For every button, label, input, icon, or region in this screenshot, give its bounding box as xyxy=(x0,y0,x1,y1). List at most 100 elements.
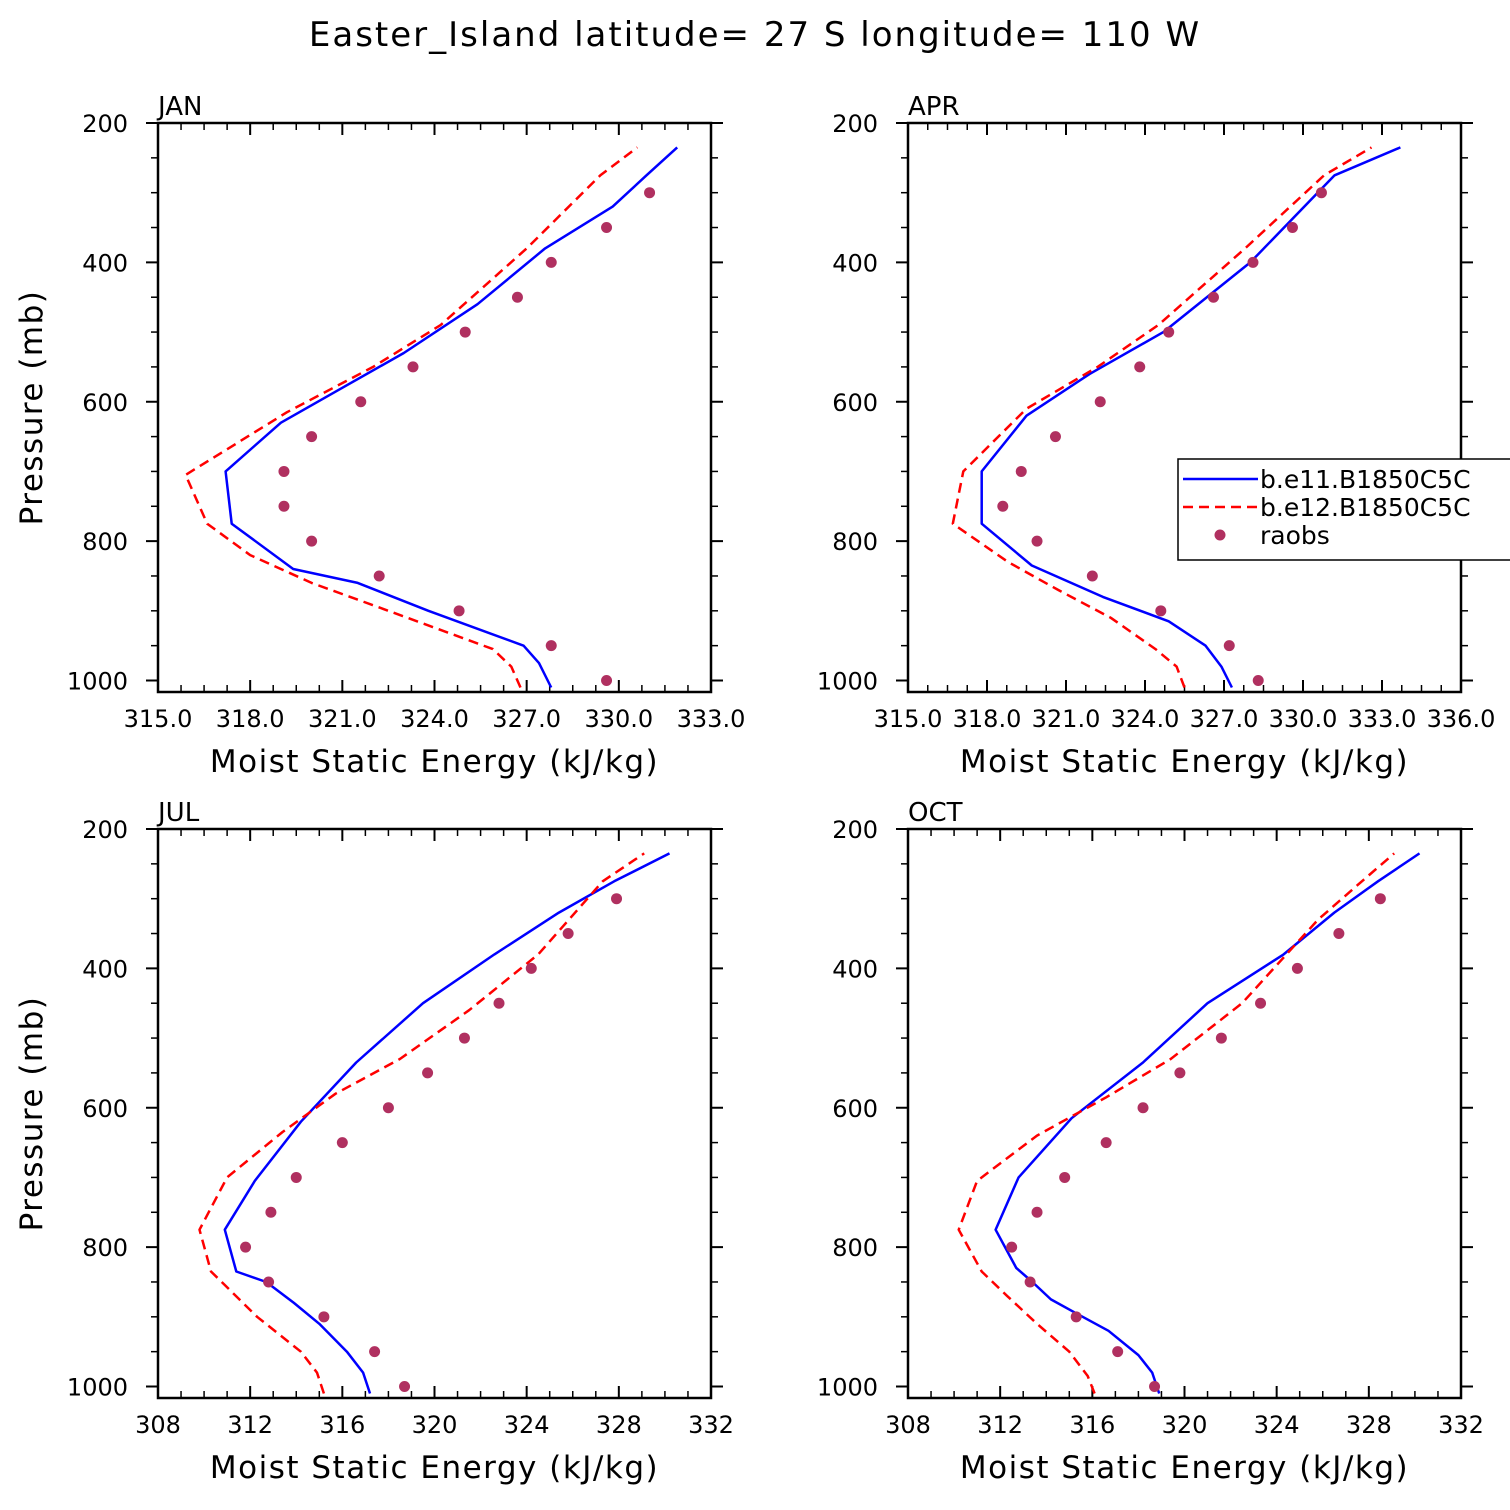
raobs-point xyxy=(1086,570,1098,582)
y-tick-label: 1000 xyxy=(67,668,128,696)
x-tick-label: 330.0 xyxy=(1269,705,1338,733)
x-tick-label: 316 xyxy=(1069,1411,1115,1439)
raobs-point xyxy=(1112,1346,1124,1358)
series-line-b-e11-b1850c5cn xyxy=(224,146,679,689)
y-tick-label: 600 xyxy=(832,389,878,417)
raobs-point xyxy=(336,1137,348,1149)
x-tick-label: 315.0 xyxy=(874,705,943,733)
raobs-point xyxy=(1049,431,1061,443)
plot-area xyxy=(198,852,671,1394)
x-tick-label: 327.0 xyxy=(1190,705,1259,733)
raobs-point xyxy=(1155,605,1167,617)
legend-marker xyxy=(1214,529,1226,541)
y-tick-label: 1000 xyxy=(817,668,878,696)
raobs-point xyxy=(1315,187,1327,199)
panel-title: JUL xyxy=(156,798,200,828)
chart-panel-jul: JUL 308 312 316 320 324 328 332 200 400 600 800 1000… xyxy=(14,798,734,1486)
legend-label: raobs xyxy=(1260,521,1330,550)
raobs-point xyxy=(399,1381,411,1393)
legend-label: b.e11.B1850C5C xyxy=(1260,465,1471,494)
y-tick-label: 800 xyxy=(82,528,128,556)
x-tick-label: 320 xyxy=(412,1411,458,1439)
raobs-point xyxy=(407,361,419,373)
x-tick-label: 321.0 xyxy=(1032,705,1101,733)
raobs-point xyxy=(1174,1067,1186,1079)
raobs-point xyxy=(1163,326,1175,338)
raobs-point xyxy=(1291,962,1303,974)
x-tick-label: 324 xyxy=(1254,1411,1300,1439)
y-tick-label: 400 xyxy=(832,955,878,983)
raobs-point xyxy=(1006,1241,1018,1253)
x-axis-title: Moist Static Energy (kJ/kg) xyxy=(210,744,659,780)
x-tick-label: 321.0 xyxy=(308,705,377,733)
y-tick-label: 800 xyxy=(832,528,878,556)
x-tick-label: 318.0 xyxy=(953,705,1022,733)
y-tick-label: 600 xyxy=(82,389,128,417)
y-tick-label: 400 xyxy=(82,249,128,277)
raobs-point xyxy=(278,465,290,477)
y-tick-label: 200 xyxy=(82,816,128,844)
y-tick-label: 200 xyxy=(832,110,878,138)
x-tick-label: 332 xyxy=(688,1411,734,1439)
x-tick-label: 312 xyxy=(977,1411,1023,1439)
raobs-point xyxy=(1094,396,1106,408)
raobs-point xyxy=(1333,928,1345,940)
raobs-point xyxy=(355,396,367,408)
raobs-point xyxy=(1015,465,1027,477)
panel-title: APR xyxy=(908,92,960,122)
raobs-point xyxy=(1070,1311,1082,1323)
panel-title: OCT xyxy=(908,798,963,828)
x-tick-label: 330.0 xyxy=(584,705,653,733)
series-line-b-e12-b1850c5cn xyxy=(184,146,639,689)
raobs-point xyxy=(525,962,537,974)
plot-area xyxy=(184,146,679,689)
raobs-point xyxy=(422,1067,434,1079)
raobs-point xyxy=(1252,675,1264,687)
raobs-point xyxy=(1255,997,1267,1009)
x-tick-label: 333.0 xyxy=(677,705,746,733)
y-tick-label: 800 xyxy=(832,1234,878,1262)
x-tick-label: 327.0 xyxy=(492,705,561,733)
raobs-point xyxy=(306,535,318,547)
raobs-point xyxy=(240,1241,252,1253)
raobs-point xyxy=(511,291,523,303)
series-line-b-e12-b1850c5cn xyxy=(957,852,1396,1394)
raobs-point xyxy=(459,326,471,338)
x-tick-label: 328 xyxy=(596,1411,642,1439)
raobs-point xyxy=(290,1171,302,1183)
raobs-point xyxy=(644,187,656,199)
raobs-point xyxy=(263,1276,275,1288)
raobs-point xyxy=(458,1032,470,1044)
raobs-point xyxy=(611,893,623,905)
x-tick-label: 315.0 xyxy=(124,705,193,733)
y-tick-label: 600 xyxy=(832,1095,878,1123)
x-tick-label: 324.0 xyxy=(400,705,469,733)
raobs-point xyxy=(373,570,385,582)
x-tick-label: 308 xyxy=(885,1411,931,1439)
y-tick-label: 400 xyxy=(832,249,878,277)
legend-box xyxy=(1177,458,1510,561)
chart-panel-jan: JAN 315.0 318.0 321.0 324.0 327.0 330.0 333.0 20… xyxy=(14,92,745,780)
raobs-point xyxy=(278,500,290,512)
x-tick-label: 316 xyxy=(319,1411,365,1439)
raobs-point xyxy=(1031,1206,1043,1218)
x-axis-title: Moist Static Energy (kJ/kg) xyxy=(960,744,1409,780)
x-axis-title: Moist Static Energy (kJ/kg) xyxy=(210,1450,659,1486)
raobs-point xyxy=(306,431,318,443)
raobs-point xyxy=(369,1346,381,1358)
x-tick-label: 320 xyxy=(1162,1411,1208,1439)
y-tick-label: 200 xyxy=(832,816,878,844)
y-tick-label: 1000 xyxy=(67,1374,128,1402)
series-line-b-e11-b1850c5cn xyxy=(980,146,1401,689)
x-tick-label: 308 xyxy=(135,1411,181,1439)
raobs-point xyxy=(1031,535,1043,547)
raobs-point xyxy=(997,500,1009,512)
x-tick-label: 318.0 xyxy=(216,705,285,733)
x-tick-label: 324 xyxy=(504,1411,550,1439)
raobs-point xyxy=(493,997,505,1009)
raobs-point xyxy=(1024,1276,1036,1288)
panels-container: JAN 315.0 318.0 321.0 324.0 327.0 330.0 333.0 20… xyxy=(14,92,1510,1486)
y-tick-label: 400 xyxy=(82,955,128,983)
x-tick-label: 328 xyxy=(1346,1411,1392,1439)
series-line-b-e12-b1850c5cn xyxy=(198,852,645,1394)
